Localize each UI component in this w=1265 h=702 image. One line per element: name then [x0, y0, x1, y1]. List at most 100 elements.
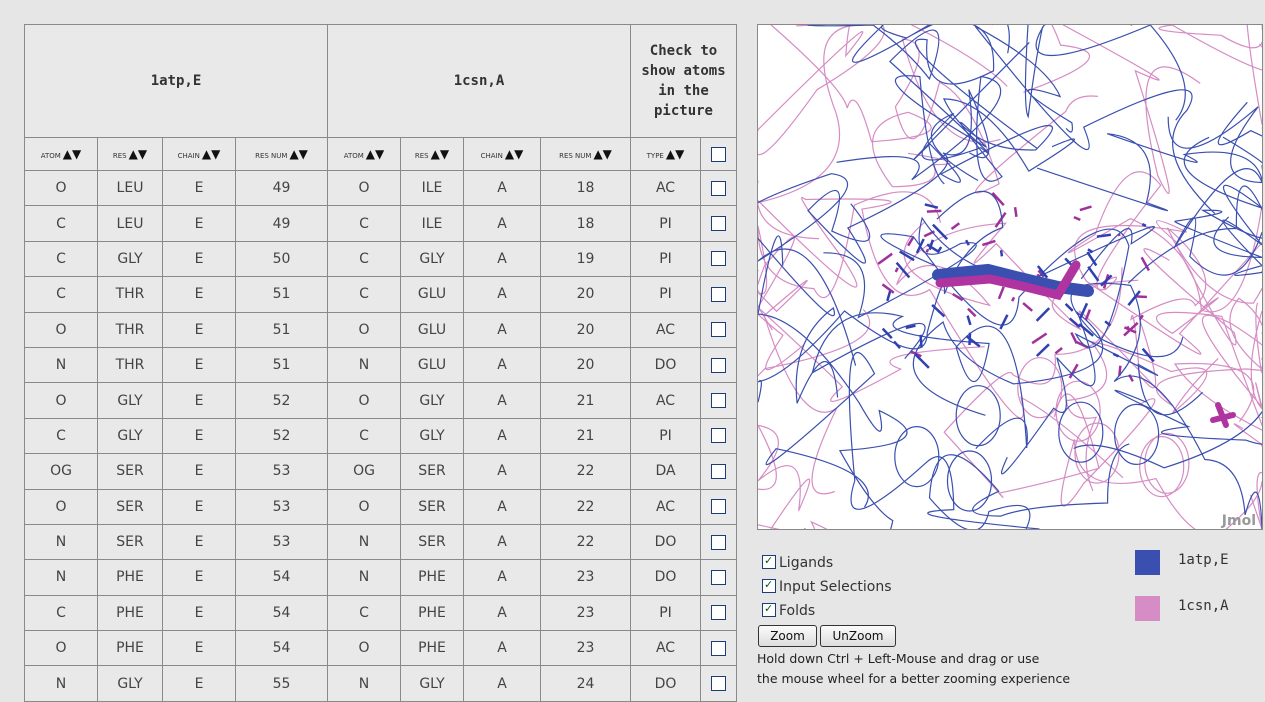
cell: OG [25, 454, 98, 489]
backbone-trace [1066, 342, 1218, 491]
select-all-cell [701, 138, 737, 171]
checkbox[interactable] [711, 251, 726, 266]
checkbox[interactable] [711, 535, 726, 550]
checkbox[interactable] [762, 555, 776, 569]
checkbox-cell [701, 631, 737, 666]
hint: the mouse wheel for a better zooming exp… [757, 671, 1070, 686]
checkbox[interactable] [711, 464, 726, 479]
residue-stick [887, 291, 890, 301]
sort-arrows[interactable]: ▲▼ [63, 147, 81, 161]
table-row: OTHRE51OGLUA20AC [25, 312, 737, 347]
cell: THR [98, 312, 163, 347]
sort-arrows[interactable]: ▲▼ [666, 147, 684, 161]
checkbox-cell [701, 383, 737, 418]
checkbox[interactable] [711, 216, 726, 231]
cell: A [464, 347, 541, 382]
table-row: CPHEE54CPHEA23PI [25, 595, 737, 630]
helix-coil [956, 386, 1000, 446]
column-header[interactable]: RES▲▼ [98, 138, 163, 171]
option[interactable]: Ligands [762, 555, 833, 571]
residue-stick [1136, 296, 1147, 297]
cell: SER [98, 489, 163, 524]
checkbox[interactable] [762, 579, 776, 593]
column-header[interactable]: RES NUM▲▼ [236, 138, 328, 171]
group-header: 1atp,E [25, 25, 328, 138]
column-label: TYPE [647, 152, 664, 160]
cell: E [163, 171, 236, 206]
cell: A [464, 595, 541, 630]
cell: C [25, 277, 98, 312]
checkbox[interactable] [762, 603, 776, 617]
column-label: CHAIN [481, 152, 503, 160]
column-header[interactable]: RES▲▼ [401, 138, 464, 171]
cell: 18 [541, 206, 631, 241]
cell: E [163, 383, 236, 418]
column-header[interactable]: CHAIN▲▼ [163, 138, 236, 171]
sort-arrows[interactable]: ▲▼ [431, 147, 449, 161]
residue-stick [927, 249, 929, 252]
sort-arrows[interactable]: ▲▼ [505, 147, 523, 161]
checkbox[interactable] [711, 641, 726, 656]
backbone-trace [975, 26, 1215, 213]
option-label: Input Selections [779, 579, 892, 595]
cell: 54 [236, 631, 328, 666]
sort-arrows[interactable]: ▲▼ [289, 147, 307, 161]
cell: 23 [541, 560, 631, 595]
cell: E [163, 524, 236, 559]
cell: 49 [236, 206, 328, 241]
residue-stick [1032, 334, 1047, 344]
cell: E [163, 489, 236, 524]
checkbox[interactable] [711, 428, 726, 443]
checkbox[interactable] [711, 322, 726, 337]
checkbox[interactable] [711, 358, 726, 373]
sort-arrows[interactable]: ▲▼ [593, 147, 611, 161]
cell: AC [631, 383, 701, 418]
residue-stick [1023, 303, 1032, 311]
cell: C [328, 418, 401, 453]
column-header[interactable]: ATOM▲▼ [25, 138, 98, 171]
residue-stick [1066, 304, 1073, 311]
residue-stick [1012, 297, 1014, 301]
column-header[interactable]: RES NUM▲▼ [541, 138, 631, 171]
option[interactable]: Input Selections [762, 579, 892, 595]
column-header[interactable]: CHAIN▲▼ [464, 138, 541, 171]
checkbox-cell [701, 206, 737, 241]
cell: SER [401, 454, 464, 489]
cell: C [25, 241, 98, 276]
cell: AC [631, 171, 701, 206]
cell: N [328, 524, 401, 559]
checkbox[interactable] [711, 605, 726, 620]
cell: ILE [401, 171, 464, 206]
checkbox[interactable] [711, 499, 726, 514]
cell: 22 [541, 489, 631, 524]
checkbox[interactable] [711, 570, 726, 585]
cell: O [25, 383, 98, 418]
jmol-viewer[interactable]: Jmol [757, 24, 1263, 530]
table-row: OPHEE54OPHEA23AC [25, 631, 737, 666]
sort-arrows[interactable]: ▲▼ [129, 147, 147, 161]
checkbox[interactable] [711, 287, 726, 302]
checkbox[interactable] [711, 393, 726, 408]
cell: GLY [98, 383, 163, 418]
residue-stick [1037, 344, 1049, 356]
button[interactable]: Zoom [758, 625, 817, 647]
checkbox[interactable] [711, 147, 726, 162]
checkbox[interactable] [711, 181, 726, 196]
legend-label: 1csn,A [1178, 598, 1229, 614]
backbone-trace [1184, 137, 1263, 275]
cell: PI [631, 418, 701, 453]
cell: N [328, 347, 401, 382]
table-row: NTHRE51NGLUA20DO [25, 347, 737, 382]
sort-arrows[interactable]: ▲▼ [202, 147, 220, 161]
legend-swatch [1135, 550, 1160, 575]
cell: 51 [236, 312, 328, 347]
column-header[interactable]: ATOM▲▼ [328, 138, 401, 171]
cell: SER [401, 524, 464, 559]
residue-stick [966, 240, 969, 245]
sort-arrows[interactable]: ▲▼ [366, 147, 384, 161]
button[interactable]: UnZoom [820, 625, 896, 647]
cell: PI [631, 277, 701, 312]
column-header[interactable]: TYPE▲▼ [631, 138, 701, 171]
checkbox[interactable] [711, 676, 726, 691]
option[interactable]: Folds [762, 603, 815, 619]
